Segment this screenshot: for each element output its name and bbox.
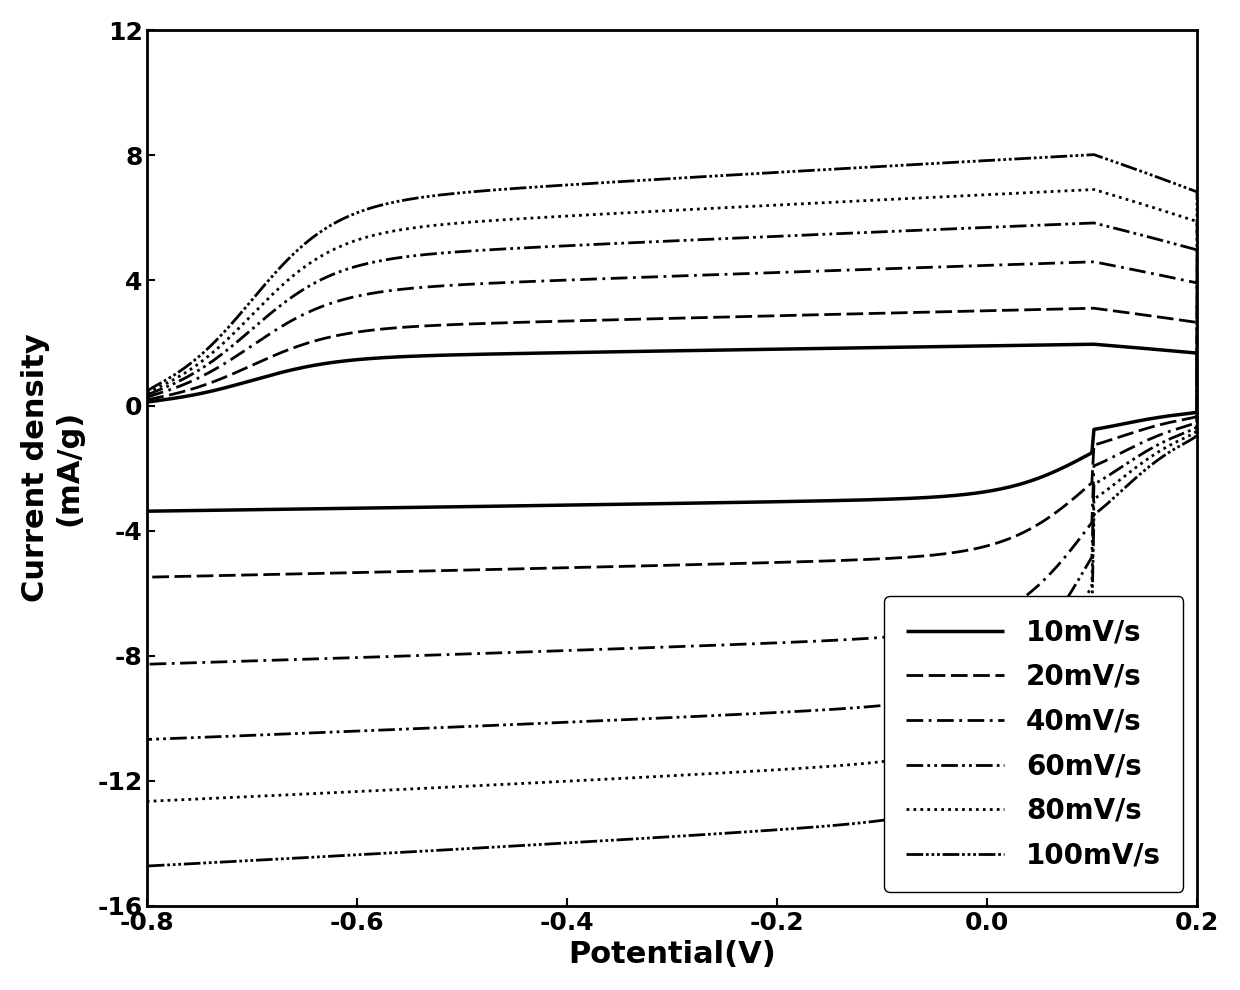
60mV/s	[600, 715, 615, 727]
10mV/s	[1086, 339, 1101, 350]
60mV/s	[1086, 217, 1101, 229]
60mV/s	[140, 734, 155, 745]
100mV/s	[563, 837, 578, 848]
40mV/s	[990, 259, 1004, 271]
Y-axis label: Current density
(mA/g): Current density (mA/g)	[21, 334, 83, 603]
Line: 60mV/s: 60mV/s	[148, 223, 1197, 740]
40mV/s	[600, 644, 615, 655]
Line: 10mV/s: 10mV/s	[148, 345, 1197, 511]
20mV/s	[1086, 302, 1101, 314]
10mV/s	[140, 396, 155, 408]
40mV/s	[140, 658, 155, 670]
80mV/s	[355, 233, 370, 245]
20mV/s	[990, 305, 1004, 317]
Line: 80mV/s: 80mV/s	[148, 189, 1197, 801]
20mV/s	[796, 555, 811, 567]
20mV/s	[563, 561, 578, 573]
40mV/s	[355, 289, 370, 301]
40mV/s	[1086, 255, 1101, 267]
40mV/s	[1065, 256, 1080, 268]
100mV/s	[355, 205, 370, 217]
10mV/s	[355, 353, 370, 365]
60mV/s	[796, 705, 811, 717]
10mV/s	[600, 499, 615, 511]
Legend: 10mV/s, 20mV/s, 40mV/s, 60mV/s, 80mV/s, 100mV/s: 10mV/s, 20mV/s, 40mV/s, 60mV/s, 80mV/s, …	[884, 596, 1183, 892]
80mV/s	[796, 762, 811, 774]
20mV/s	[140, 394, 155, 406]
100mV/s	[600, 835, 615, 846]
60mV/s	[563, 716, 578, 728]
80mV/s	[140, 795, 155, 807]
80mV/s	[140, 387, 155, 399]
Line: 20mV/s: 20mV/s	[148, 308, 1197, 577]
80mV/s	[990, 188, 1004, 200]
20mV/s	[1065, 303, 1080, 315]
X-axis label: Potential(V): Potential(V)	[568, 940, 776, 969]
Line: 40mV/s: 40mV/s	[148, 261, 1197, 664]
60mV/s	[355, 259, 370, 271]
100mV/s	[140, 385, 155, 397]
80mV/s	[1065, 184, 1080, 196]
20mV/s	[600, 560, 615, 572]
10mV/s	[990, 340, 1004, 351]
100mV/s	[1065, 149, 1080, 161]
10mV/s	[140, 505, 155, 517]
100mV/s	[1086, 148, 1101, 160]
60mV/s	[140, 389, 155, 401]
80mV/s	[1086, 183, 1101, 195]
Line: 100mV/s: 100mV/s	[148, 154, 1197, 866]
20mV/s	[355, 326, 370, 338]
60mV/s	[990, 221, 1004, 233]
80mV/s	[600, 773, 615, 785]
40mV/s	[796, 636, 811, 647]
100mV/s	[990, 154, 1004, 166]
80mV/s	[563, 775, 578, 787]
40mV/s	[563, 644, 578, 656]
100mV/s	[796, 822, 811, 834]
10mV/s	[563, 499, 578, 511]
40mV/s	[140, 392, 155, 404]
10mV/s	[796, 495, 811, 507]
60mV/s	[1065, 218, 1080, 230]
10mV/s	[1065, 339, 1080, 350]
100mV/s	[140, 860, 155, 872]
20mV/s	[140, 571, 155, 583]
